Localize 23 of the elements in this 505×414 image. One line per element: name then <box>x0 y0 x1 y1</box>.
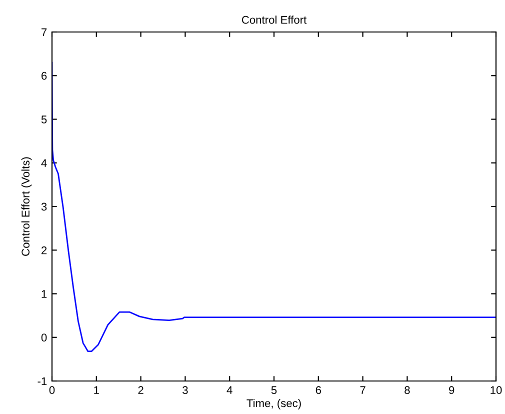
y-tick-label: -1 <box>38 377 47 386</box>
x-tick-label: 1 <box>94 386 99 394</box>
chart-title: Control Effort <box>242 16 307 24</box>
y-tick-label: 0 <box>41 334 47 342</box>
y-axis-title: Control Effort (Volts) <box>21 157 32 256</box>
y-tick-label: 3 <box>41 202 47 211</box>
x-tick-label: 5 <box>271 386 277 394</box>
x-tick-label: 3 <box>182 386 188 394</box>
y-tick-label: 1 <box>42 290 47 298</box>
y-tick-label: 5 <box>41 116 47 124</box>
x-tick-label: 4 <box>226 386 232 394</box>
x-tick-label: 2 <box>138 386 144 394</box>
y-tick-label: 4 <box>41 159 47 167</box>
x-axis-title: Time, (sec) <box>246 398 301 410</box>
x-tick-label: 10 <box>490 386 502 394</box>
x-tick-label: 9 <box>449 386 454 394</box>
y-tick-label: 7 <box>42 28 47 36</box>
x-tick-label: 7 <box>360 386 366 394</box>
y-tick-label: 2 <box>42 246 47 254</box>
x-tick-label: 0 <box>49 386 55 394</box>
y-tick-label: 6 <box>42 72 47 80</box>
x-tick-label: 6 <box>316 386 321 394</box>
x-tick-label: 8 <box>404 386 410 394</box>
